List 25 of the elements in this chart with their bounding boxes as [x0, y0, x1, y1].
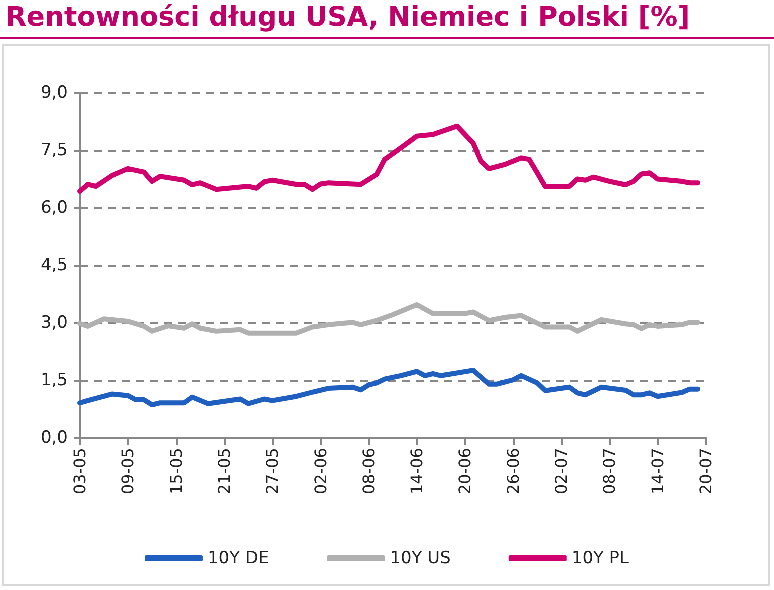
x-tick-label: 14-06: [408, 448, 427, 494]
y-tick-label: 7,5: [40, 140, 68, 160]
x-tick-label: 26-06: [504, 448, 523, 494]
legend-label: 10Y US: [390, 548, 451, 568]
x-tick-label: 02-07: [552, 448, 572, 494]
legend-label: 10Y DE: [208, 548, 270, 568]
y-tick-label: 1,5: [40, 370, 68, 390]
x-tick-label: 15-05: [166, 448, 186, 494]
x-tick-label: 03-05: [70, 448, 90, 494]
legend-label: 10Y PL: [572, 548, 630, 568]
x-tick-label: 21-05: [214, 448, 234, 494]
x-tick-label: 27-05: [263, 448, 282, 494]
chart-title: Rentowności długu USA, Niemiec i Polski [%]: [6, 2, 690, 33]
x-tick-label: 08-06: [359, 448, 378, 494]
x-tick-label: 09-05: [118, 448, 138, 494]
x-tick-label: 08-07: [600, 448, 620, 494]
y-tick-label: 3,0: [40, 313, 68, 333]
x-tick-label: 20-07: [696, 448, 716, 494]
y-tick-label: 6,0: [40, 198, 68, 218]
x-tick-label: 20-06: [456, 448, 475, 494]
y-tick-label: 9,0: [40, 83, 68, 103]
y-tick-label: 4,5: [40, 256, 68, 276]
y-tick-label: 0,0: [40, 428, 68, 448]
x-tick-label: 02-06: [311, 448, 330, 494]
x-tick-label: 14-07: [648, 448, 668, 494]
